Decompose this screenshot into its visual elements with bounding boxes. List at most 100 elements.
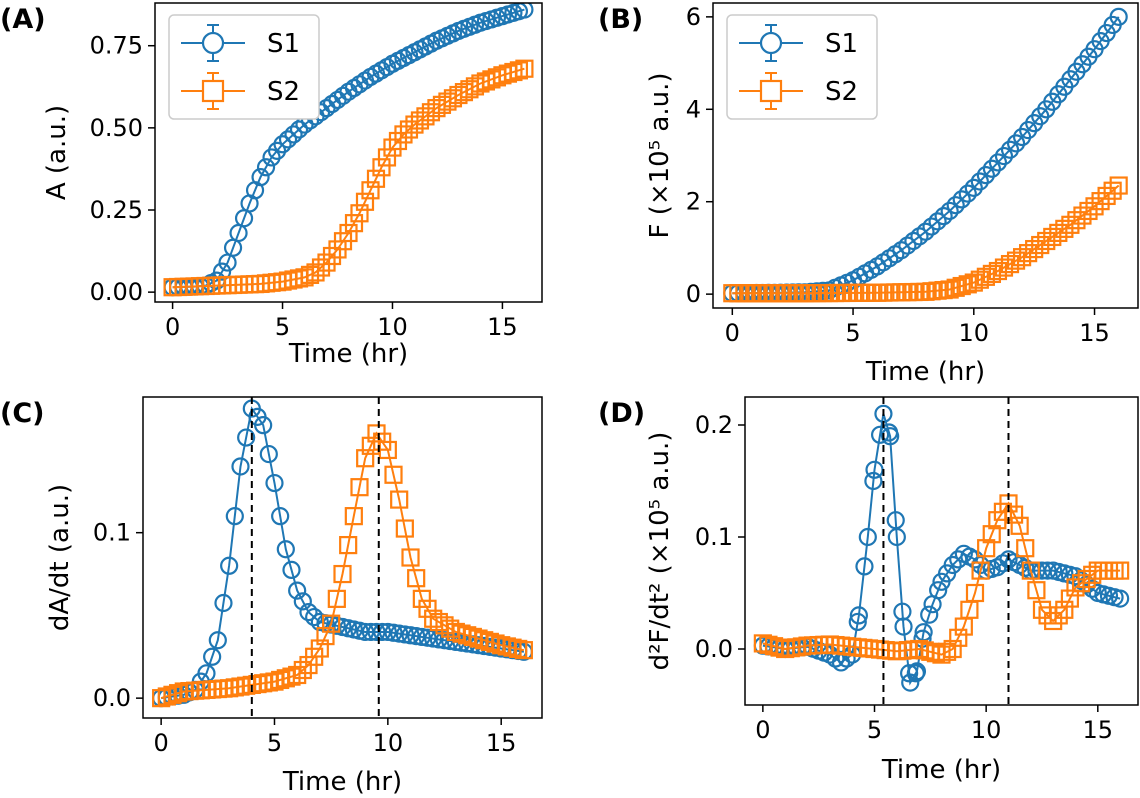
data-point-s1 <box>952 190 971 209</box>
data-point-s1 <box>940 201 959 221</box>
plot-area <box>753 404 1130 692</box>
panel-b: (B) 0 5 10 15 0 2 4 6 Time (hr) F (×10⁵ a.u.) S1 S2 <box>598 2 1139 387</box>
data-point-s1 <box>378 622 397 642</box>
panel-label: (C) <box>0 398 45 429</box>
data-point-s1 <box>1109 7 1128 26</box>
data-point-s2 <box>949 628 968 647</box>
data-point-s2 <box>1060 589 1079 608</box>
data-point-s1 <box>934 207 953 226</box>
data-point-s2 <box>429 612 448 632</box>
data-point-s1 <box>928 212 947 231</box>
data-point-s2 <box>965 583 985 603</box>
data-point-s2 <box>427 99 446 118</box>
data-point-s1 <box>265 473 284 493</box>
data-point-s2 <box>970 270 989 289</box>
data-point-s2 <box>293 660 312 680</box>
data-point-s1 <box>293 592 312 611</box>
y-tick-label: 0 <box>686 280 701 308</box>
y-tick-label: 4 <box>686 95 701 123</box>
data-point-s1 <box>284 125 303 144</box>
y-tick-label: 2 <box>686 188 701 216</box>
x-tick-label: 0 <box>725 319 740 347</box>
data-point-s2 <box>339 535 358 555</box>
y-axis-label: dA/dt (a.u.) <box>45 484 75 631</box>
data-point-s2 <box>372 158 391 177</box>
data-point-s1 <box>289 120 309 139</box>
data-point-s2 <box>295 268 314 287</box>
data-point-s2 <box>388 131 408 151</box>
data-point-s1 <box>288 581 307 600</box>
data-point-s1 <box>278 130 298 149</box>
x-tick-label: 15 <box>487 313 518 341</box>
data-point-s1 <box>870 425 890 444</box>
data-point-s2 <box>1010 516 1029 535</box>
data-point-s1 <box>920 605 939 624</box>
data-point-s2 <box>333 564 352 584</box>
data-point-s2 <box>339 223 358 243</box>
x-axis-label: Time (hr) <box>881 755 1001 785</box>
x-tick-label: 0 <box>165 313 180 341</box>
data-point-s1 <box>390 624 409 643</box>
data-point-s2 <box>418 599 437 618</box>
data-point-s2 <box>932 645 951 664</box>
data-point-s2 <box>322 246 342 266</box>
plot-area <box>723 7 1128 303</box>
data-point-s2 <box>350 478 369 497</box>
data-point-s1 <box>273 135 292 154</box>
data-point-s2 <box>438 92 457 111</box>
x-tick-label: 5 <box>845 319 860 347</box>
data-point-s2 <box>424 609 443 628</box>
data-point-s2 <box>509 639 528 659</box>
data-point-s1 <box>994 146 1014 166</box>
data-point-s2 <box>958 275 977 294</box>
plot-frame <box>712 2 1139 309</box>
data-point-s1 <box>418 628 437 647</box>
data-point-s2 <box>940 280 959 299</box>
data-point-s2 <box>306 263 325 282</box>
plot-area <box>163 3 534 297</box>
data-point-s2 <box>322 614 341 633</box>
data-point-s1 <box>299 603 318 622</box>
x-tick-label: 10 <box>959 319 990 347</box>
x-tick-label: 15 <box>1079 319 1110 347</box>
data-point-s1 <box>401 626 420 645</box>
data-point-s2 <box>377 148 397 167</box>
data-point-s2 <box>952 276 971 296</box>
data-point-s2 <box>282 667 301 686</box>
data-point-s2 <box>390 490 409 509</box>
data-point-s2 <box>514 641 533 660</box>
data-point-s1 <box>225 507 244 526</box>
plot-frame <box>154 2 543 303</box>
data-point-s1 <box>254 416 273 435</box>
x-tick-label: 5 <box>867 716 882 744</box>
data-point-s1 <box>946 196 965 215</box>
legend-label-s1: S1 <box>267 29 300 59</box>
data-point-s2 <box>504 62 523 82</box>
data-point-s2 <box>982 525 1001 544</box>
data-point-s2 <box>1109 176 1128 195</box>
data-point-s1 <box>231 457 250 476</box>
data-point-s2 <box>1073 206 1092 225</box>
data-point-s1 <box>1006 134 1026 153</box>
data-point-s1 <box>1000 140 1020 159</box>
data-point-s1 <box>887 527 906 547</box>
data-point-s1 <box>259 444 278 464</box>
legend: S1 S2 <box>168 14 320 120</box>
data-point-s1 <box>412 627 431 647</box>
y-tick-label: 0.25 <box>90 196 143 224</box>
data-point-s2 <box>395 519 414 538</box>
data-point-s2 <box>977 539 996 558</box>
data-point-s1 <box>515 3 534 19</box>
y-tick-label: 0.1 <box>93 519 131 547</box>
data-point-s2 <box>515 59 534 78</box>
x-tick-label: 10 <box>373 729 404 757</box>
data-point-s2 <box>943 639 962 659</box>
data-point-s1 <box>208 631 227 650</box>
data-point-s2 <box>1067 211 1086 230</box>
data-point-s2 <box>1044 611 1063 631</box>
data-point-s1 <box>849 606 868 625</box>
data-point-s2 <box>1111 561 1130 580</box>
data-point-s2 <box>317 253 336 272</box>
data-point-s2 <box>937 642 957 661</box>
panel-label: (A) <box>0 4 46 35</box>
